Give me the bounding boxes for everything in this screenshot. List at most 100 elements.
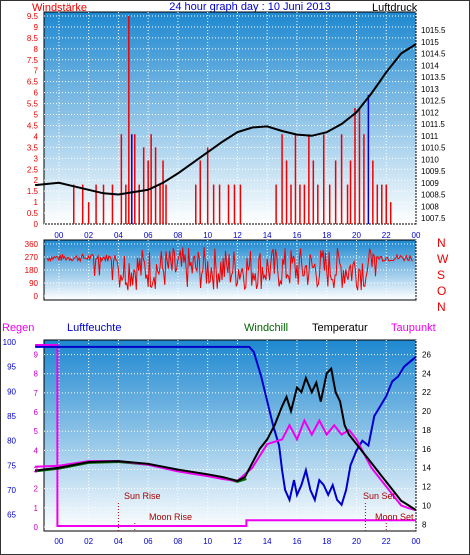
pressure-line [35,43,417,196]
rain-axis-ticks: 0 1 2 3 4 5 6 7 8 9 [34,351,39,532]
hour-tick-label: 08 [173,537,182,546]
windchill-title: Windchill [244,322,288,334]
wind-tick-label: 2.5 [27,165,39,174]
rain-line [35,344,416,527]
panel-humidity-temperature [43,339,417,532]
hour-tick-label: 12 [233,537,242,546]
wind-tick-label: 6.5 [27,78,39,87]
wind-bars [73,16,392,224]
hour-tick-label: 10 [203,231,212,240]
hour-tick-label: 22 [382,231,391,240]
humidity-axis-ticks: 65 70 75 80 85 90 95 100 [3,338,17,520]
panel-1-grid [44,12,417,225]
hour-tick-label: 16 [293,537,302,546]
direction-tick-label: 180 [25,266,39,275]
humidity-tick-label: 95 [7,363,16,372]
wind-tick-label: 4 [34,132,39,141]
direction-tick-label: 270 [25,253,39,262]
wind-tick-label: 7 [34,67,39,76]
hour-tick-label: 02 [84,537,93,546]
rain-tick-label: 4 [34,446,39,455]
hour-tick-label: 14 [263,537,272,546]
dewpoint-title: Taupunkt [391,322,436,334]
hour-tick-label: 20 [352,537,361,546]
wind-tick-label: 6 [34,89,39,98]
dewpoint-line [35,418,417,512]
hour-tick-label: 20 [352,231,361,240]
wind-tick-label: 5.5 [27,100,39,109]
pressure-tick-label: 1015.5 [421,26,446,35]
hour-tick-label: 06 [144,231,153,240]
pressure-tick-label: 1014.5 [421,50,446,59]
panel-3-grid [44,340,417,531]
direction-tick-label: 360 [25,240,39,249]
wind-tick-label: 1 [34,198,39,207]
pressure-tick-label: 1012.5 [421,97,446,106]
rain-tick-label: 0 [34,523,39,532]
humidity-tick-label: 90 [7,387,16,396]
hour-tick-label: 12 [233,231,242,240]
sun-set-label: Sun Set [363,491,396,501]
hour-tick-label: 18 [322,231,331,240]
pressure-tick-label: 1010.5 [421,144,446,153]
hour-tick-label: 00 [412,537,421,546]
temperature-tick-label: 18 [422,426,431,435]
humidity-title: Luftfeuchte [67,322,121,334]
pressure-tick-label: 1014 [421,61,439,70]
pressure-tick-label: 1011 [421,132,439,141]
temperature-line [34,366,417,511]
rain-tick-label: 5 [34,427,39,436]
rain-tick-label: 8 [34,370,39,379]
wind-direction-line [46,247,413,291]
pressure-tick-label: 1013 [421,85,439,94]
temperature-tick-label: 8 [422,520,427,529]
temperature-tick-label: 10 [422,501,431,510]
humidity-line [35,345,417,507]
wind-title: Windstärke [32,2,87,14]
wind-tick-label: 3 [34,154,39,163]
humidity-tick-label: 100 [3,338,17,347]
rain-tick-label: 2 [34,485,39,494]
wind-tick-label: 9.5 [27,12,39,21]
hour-tick-label: 02 [84,231,93,240]
panel-1-hour-ticks: 00 02 04 06 08 10 12 14 16 18 20 22 00 [54,231,421,240]
temperature-tick-label: 12 [422,483,431,492]
hour-tick-label: 18 [322,537,331,546]
hour-tick-label: 00 [54,537,63,546]
hour-tick-label: 10 [203,537,212,546]
pressure-tick-label: 1009.5 [421,167,446,176]
pressure-tick-label: 1013.5 [421,73,446,82]
chart-title: 24 hour graph day : 10 Juni 2013 [169,1,330,13]
panel-wind-pressure [43,11,417,225]
hour-tick-label: 04 [114,537,123,546]
wind-tick-label: 2 [34,176,39,185]
wind-tick-label: 9 [34,23,39,32]
humidity-tick-label: 85 [7,412,16,421]
direction-tick-label: 0 [34,292,39,301]
humidity-tick-label: 80 [7,437,16,446]
rain-tick-label: 1 [34,504,39,513]
wind-tick-label: 0.5 [27,209,39,218]
pressure-tick-label: 1009 [421,179,439,188]
temperature-tick-label: 16 [422,445,431,454]
temperature-tick-label: 26 [422,350,431,359]
humidity-tick-label: 75 [7,461,16,470]
pressure-tick-label: 1012 [421,108,439,117]
wind-tick-label: 8.5 [27,34,39,43]
compass-letter: N [437,300,446,314]
temperature-tick-label: 14 [422,464,431,473]
direction-tick-label: 90 [29,279,38,288]
wind-tick-label: 3.5 [27,143,39,152]
panel-3-hour-ticks: 00 02 04 06 08 10 12 14 16 18 20 22 00 [54,537,421,546]
rain-tick-label: 9 [34,351,39,360]
temperature-tick-label: 20 [422,407,431,416]
temperature-axis-ticks: 8 10 12 14 16 18 20 22 24 26 [422,350,431,529]
hour-tick-label: 14 [263,231,272,240]
hour-tick-label: 06 [144,537,153,546]
pressure-axis-ticks: 1007.5 1008 1008.5 1009 1009.5 1010 1010.5 1011… [421,26,446,223]
hour-tick-label: 08 [173,231,182,240]
pressure-tick-label: 1015 [421,38,439,47]
